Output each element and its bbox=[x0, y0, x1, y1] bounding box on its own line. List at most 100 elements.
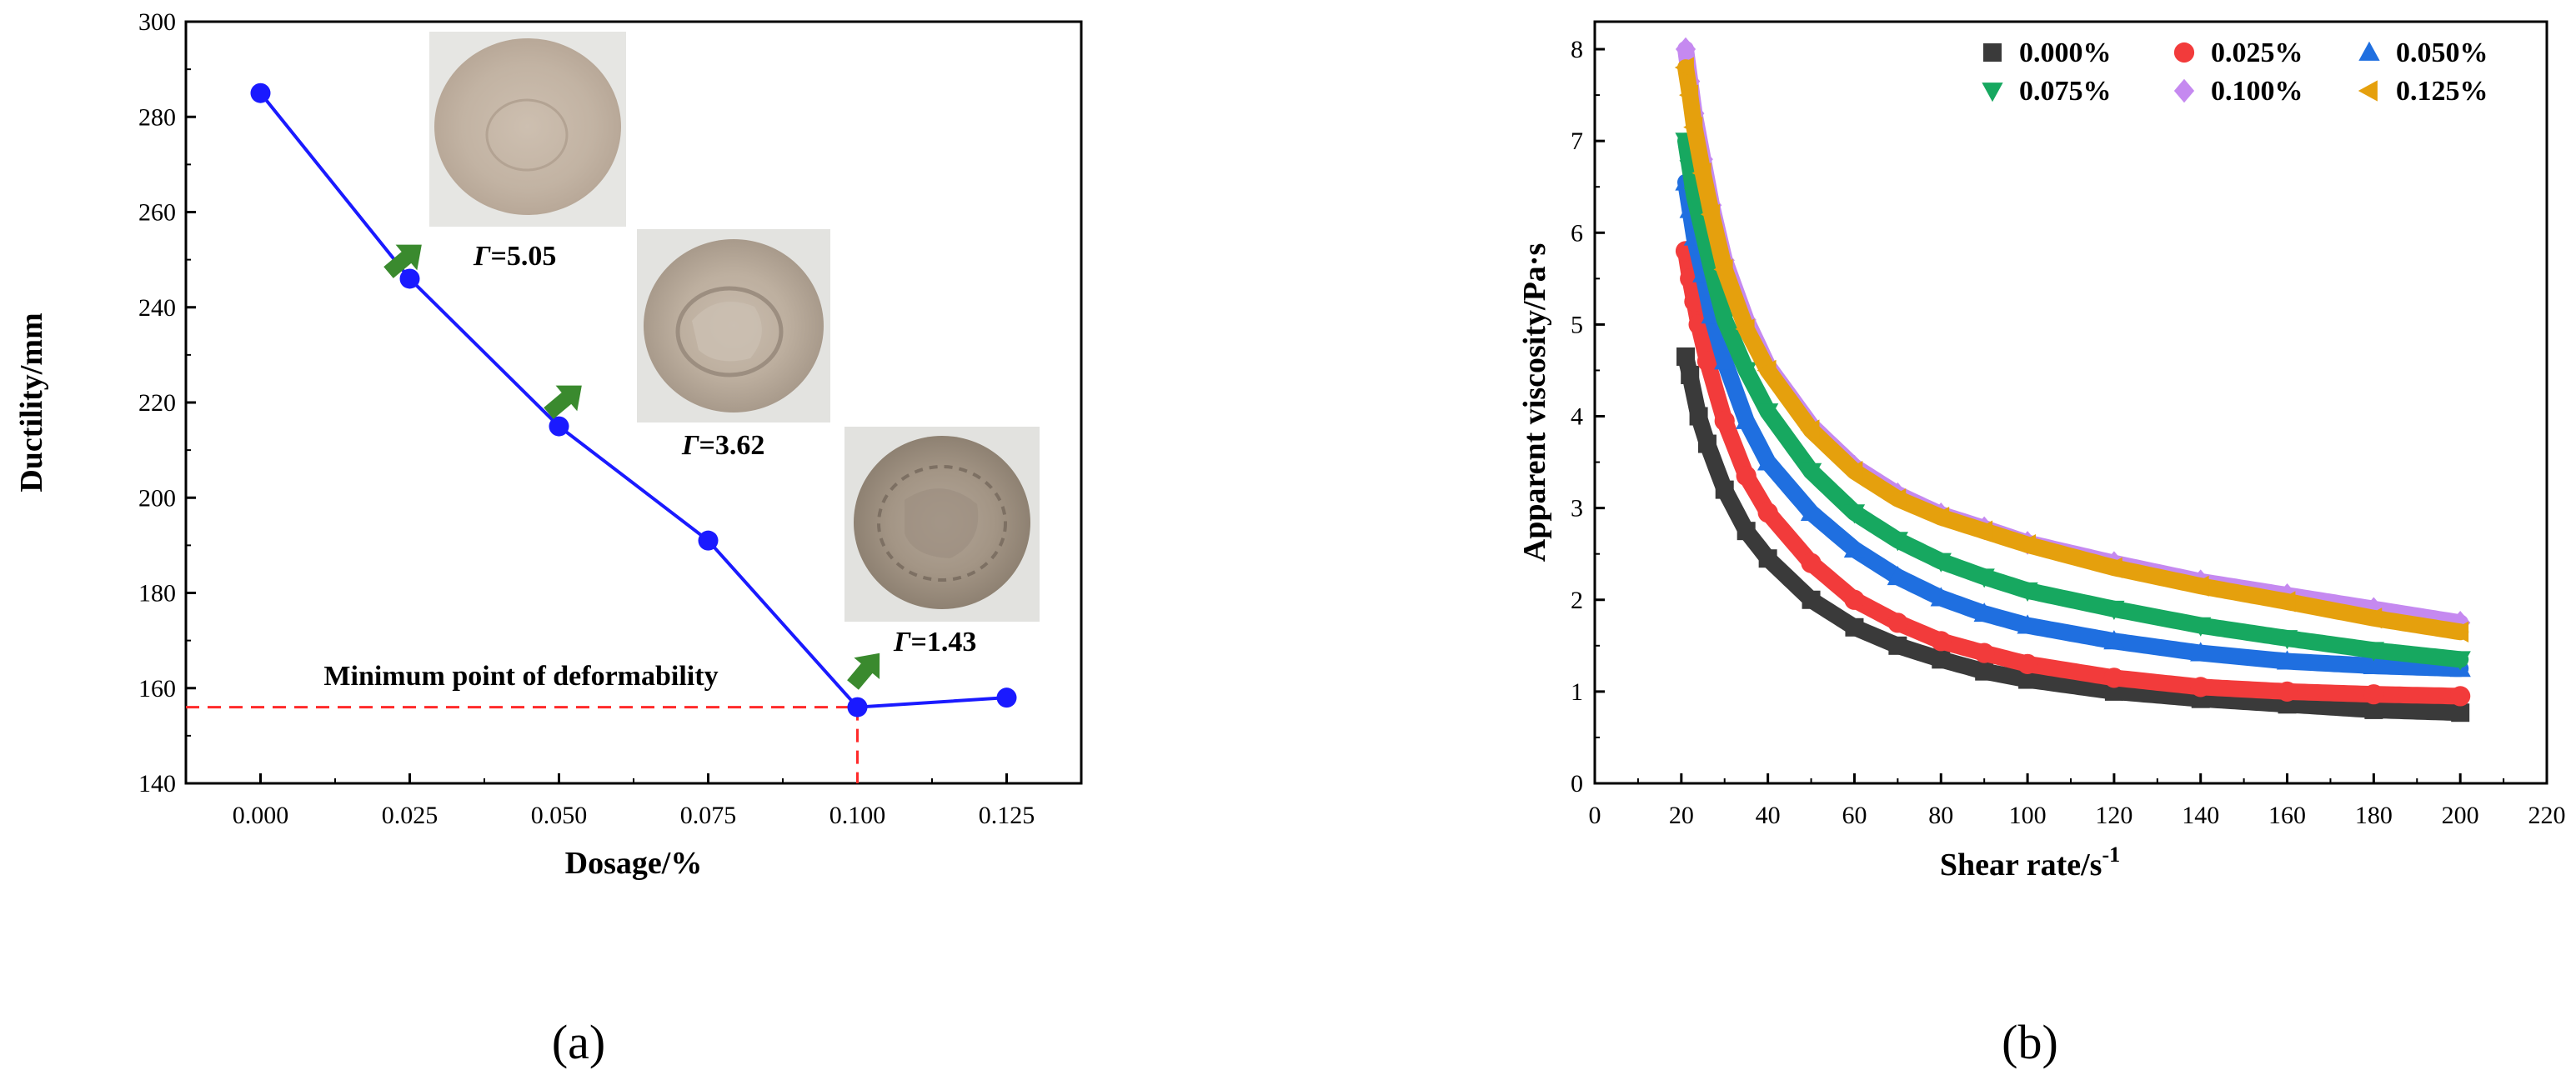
data-point bbox=[1802, 590, 1821, 609]
data-point bbox=[1888, 636, 1907, 655]
data-point bbox=[1887, 488, 1907, 510]
x-axis-title: Dosage/% bbox=[565, 846, 703, 881]
ductility-line bbox=[258, 92, 1007, 709]
data-point bbox=[2277, 681, 2298, 702]
y-tick-label: 280 bbox=[138, 103, 176, 131]
data-point bbox=[1715, 480, 1734, 499]
data-point bbox=[2103, 668, 2125, 688]
data-point bbox=[2276, 630, 2298, 650]
x-tick-label: 160 bbox=[2268, 802, 2306, 829]
data-point bbox=[2017, 614, 2038, 634]
data-point bbox=[2363, 608, 2383, 629]
data-point bbox=[1972, 520, 1993, 542]
legend-marker bbox=[2358, 41, 2380, 61]
data-point bbox=[1700, 203, 1721, 225]
data-point bbox=[399, 268, 420, 289]
legend-label: 0.050% bbox=[2396, 38, 2488, 68]
data-point bbox=[1713, 258, 1733, 280]
gamma-label-2: Γ=3.62 bbox=[681, 430, 764, 461]
arrows bbox=[383, 244, 880, 690]
x-tick-label: 0.050 bbox=[531, 802, 588, 829]
y-tick-label: 300 bbox=[138, 8, 176, 36]
arrow-3 bbox=[847, 652, 880, 690]
data-point bbox=[2448, 621, 2469, 642]
x-tick-label: 200 bbox=[2442, 802, 2479, 829]
x-tick-label: 0.000 bbox=[233, 802, 289, 829]
data-point bbox=[1714, 410, 1735, 432]
gamma-label-3: Γ=1.43 bbox=[893, 627, 976, 658]
x-tick-label: 20 bbox=[1669, 802, 1694, 829]
legend-item: 0.050% bbox=[2358, 38, 2488, 68]
minimum-point-annotation: Minimum point of deformability bbox=[323, 661, 718, 692]
data-point bbox=[2103, 630, 2125, 650]
data-point bbox=[2104, 682, 2123, 701]
x-tick-label: 0.025 bbox=[382, 802, 439, 829]
data-point bbox=[2363, 642, 2385, 662]
legend-label: 0.025% bbox=[2211, 38, 2303, 68]
series-band bbox=[1677, 41, 2469, 632]
y-tick-label: 0 bbox=[1571, 770, 1583, 798]
series-0.075% bbox=[1675, 132, 2471, 671]
panel-label-b: (b) bbox=[2002, 1015, 2058, 1069]
x-tick-label: 180 bbox=[2355, 802, 2393, 829]
sample-photo-1 bbox=[429, 32, 626, 227]
legend-item: 0.100% bbox=[2173, 76, 2303, 107]
sample-photo-3 bbox=[844, 427, 1040, 622]
y-tick-label: 220 bbox=[138, 389, 176, 417]
y-tick-label: 180 bbox=[138, 580, 176, 608]
data-point bbox=[1757, 359, 1777, 382]
y-tick-label: 5 bbox=[1571, 311, 1583, 338]
y-tick-label: 160 bbox=[138, 675, 176, 702]
data-point bbox=[996, 688, 1017, 708]
data-point bbox=[1932, 650, 1951, 669]
data-point bbox=[2363, 654, 2385, 674]
legend-label: 0.075% bbox=[2019, 76, 2112, 107]
data-point bbox=[1931, 631, 1952, 652]
data-point bbox=[549, 416, 569, 437]
series-0.125% bbox=[1674, 57, 2469, 642]
data-point bbox=[2363, 684, 2384, 705]
arrow-1 bbox=[383, 244, 422, 278]
data-point bbox=[1887, 612, 1908, 633]
x-tick-label: 0 bbox=[1589, 802, 1601, 829]
x-tick-label: 40 bbox=[1756, 802, 1781, 829]
data-point bbox=[1843, 504, 1866, 524]
data-point bbox=[2017, 653, 2038, 674]
y-tick-label: 3 bbox=[1571, 495, 1583, 522]
legend-label: 0.000% bbox=[2019, 38, 2112, 68]
x-tick-label: 140 bbox=[2182, 802, 2219, 829]
y-tick-label: 1 bbox=[1571, 678, 1583, 706]
legend-label: 0.125% bbox=[2396, 76, 2488, 107]
y-axis-title: Apparent viscosity/Pa·s bbox=[1517, 243, 1552, 562]
data-point bbox=[2190, 642, 2212, 662]
legend-marker bbox=[2358, 80, 2378, 102]
data-point bbox=[2017, 582, 2038, 602]
legend-item: 0.025% bbox=[2173, 38, 2303, 68]
data-point bbox=[1843, 538, 1866, 558]
y-tick-label: 6 bbox=[1571, 219, 1583, 247]
x-tick-label: 60 bbox=[1842, 802, 1867, 829]
y-tick-label: 8 bbox=[1571, 36, 1583, 63]
data-point bbox=[2190, 677, 2211, 698]
data-point bbox=[1800, 501, 1822, 522]
series-0.000% bbox=[1676, 347, 2470, 722]
arrow-2 bbox=[544, 385, 582, 419]
legend-item: 0.075% bbox=[1982, 76, 2112, 107]
data-point bbox=[1737, 522, 1756, 541]
series-group bbox=[1674, 37, 2471, 722]
data-points bbox=[250, 82, 1017, 718]
x-tick-label: 0.075 bbox=[680, 802, 737, 829]
data-point bbox=[2451, 703, 2470, 722]
data-point bbox=[1691, 162, 1711, 184]
data-point bbox=[1974, 642, 1995, 663]
data-point bbox=[2449, 651, 2471, 671]
data-point bbox=[1930, 507, 1950, 528]
legend-marker bbox=[2173, 42, 2195, 63]
guide-lines bbox=[186, 706, 859, 783]
data-point bbox=[1757, 451, 1779, 471]
data-point bbox=[1675, 37, 1696, 62]
panel-label-a: (a) bbox=[552, 1015, 605, 1069]
data-point bbox=[1930, 552, 1952, 572]
data-point bbox=[847, 697, 868, 718]
